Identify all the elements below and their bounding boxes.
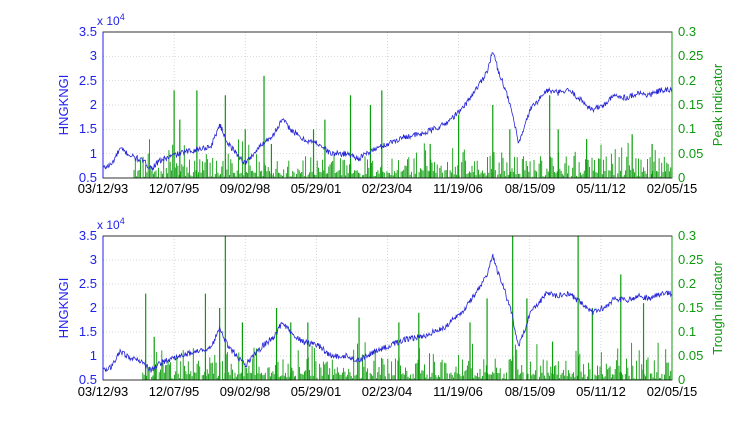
trough-indicator-series <box>142 236 673 380</box>
y-tick-right: 0.15 <box>678 97 703 112</box>
y-tick-left: 2 <box>90 300 97 315</box>
x-axis: 03/12/93 12/07/95 09/02/98 05/29/01 02/2… <box>78 384 698 399</box>
y-axis-right: 0 0.05 0.1 0.15 0.2 0.25 0.3 Trough indi… <box>671 228 725 387</box>
y-tick-left: 2.5 <box>79 73 97 88</box>
y-tick-left: 3.5 <box>79 228 97 243</box>
x-tick-label: 05/29/01 <box>291 181 342 196</box>
y-tick-right: 0 <box>678 372 685 387</box>
y-tick-right: 0.25 <box>678 252 703 267</box>
x-tick-label: 02/05/15 <box>647 181 698 196</box>
y-tick-left: 2 <box>90 97 97 112</box>
y-tick-right: 0.05 <box>678 146 703 161</box>
x-tick-label: 09/02/98 <box>220 384 271 399</box>
index-line-trough <box>102 253 673 373</box>
y-multiplier: x 104 <box>97 12 125 28</box>
y-tick-left: 2.5 <box>79 276 97 291</box>
y-tick-right: 0.25 <box>678 48 703 63</box>
x-tick-label: 02/05/15 <box>647 384 698 399</box>
x-tick-label: 02/23/04 <box>362 384 413 399</box>
x-tick-label: 11/19/06 <box>433 181 483 196</box>
y-axis-left: 0.5 1 1.5 2 2.5 3 3.5 x 104 HNGKNGI <box>56 216 125 387</box>
y-multiplier: x 104 <box>97 216 125 232</box>
y-tick-left: 1 <box>90 348 97 363</box>
x-tick-label: 05/29/01 <box>291 384 342 399</box>
y-tick-right: 0.1 <box>678 121 696 136</box>
x-tick-label: 09/02/98 <box>220 181 271 196</box>
x-tick-label: 08/15/09 <box>505 384 556 399</box>
x-tick-label: 12/07/95 <box>149 384 200 399</box>
peak-indicator-series <box>130 75 673 178</box>
x-tick-label: 05/11/12 <box>576 181 626 196</box>
chart-trough-panel: 0.5 1 1.5 2 2.5 3 3.5 x 104 HNGKNGI 0 0.… <box>56 216 725 399</box>
y-tick-right: 0.3 <box>678 228 696 243</box>
x-tick-label: 11/19/06 <box>433 384 483 399</box>
y-axis-label-left: HNGKNGI <box>56 75 71 136</box>
y-tick-left: 1 <box>90 146 97 161</box>
y-tick-left: 0.5 <box>79 372 97 387</box>
y-tick-left: 1.5 <box>79 121 97 136</box>
y-tick-left: 3 <box>90 48 97 63</box>
y-axis-label-right: Peak indicator <box>710 63 725 146</box>
y-tick-right: 0.1 <box>678 324 696 339</box>
x-tick-label: 03/12/93 <box>78 181 129 196</box>
x-axis: 03/12/93 12/07/95 09/02/98 05/29/01 02/2… <box>78 181 698 196</box>
y-axis-label-right: Trough indicator <box>710 261 725 355</box>
x-tick-label: 08/15/09 <box>505 181 556 196</box>
y-axis-left: 0.5 1 1.5 2 2.5 3 3.5 x 104 HNGKNGI <box>56 12 125 185</box>
x-tick-label: 02/23/04 <box>362 181 413 196</box>
x-tick-label: 12/07/95 <box>149 181 200 196</box>
y-tick-right: 0.3 <box>678 24 696 39</box>
y-tick-right: 0.2 <box>678 276 696 291</box>
y-tick-left: 3.5 <box>79 24 97 39</box>
y-tick-right: 0.15 <box>678 300 703 315</box>
y-tick-left: 0.5 <box>79 170 97 185</box>
y-axis-right: 0 0.05 0.1 0.15 0.2 0.25 0.3 Peak indica… <box>671 24 725 185</box>
chart-peak-panel: 0.5 1 1.5 2 2.5 3 3.5 x 104 HNGKNGI 0 0.… <box>56 12 725 196</box>
index-line-peak <box>102 52 673 172</box>
y-axis-label-left: HNGKNGI <box>56 278 71 339</box>
y-tick-right: 0.2 <box>678 73 696 88</box>
y-tick-left: 1.5 <box>79 324 97 339</box>
y-tick-left: 3 <box>90 252 97 267</box>
x-tick-label: 05/11/12 <box>576 384 626 399</box>
y-tick-right: 0.05 <box>678 348 703 363</box>
y-tick-right: 0 <box>678 170 685 185</box>
x-tick-label: 03/12/93 <box>78 384 129 399</box>
